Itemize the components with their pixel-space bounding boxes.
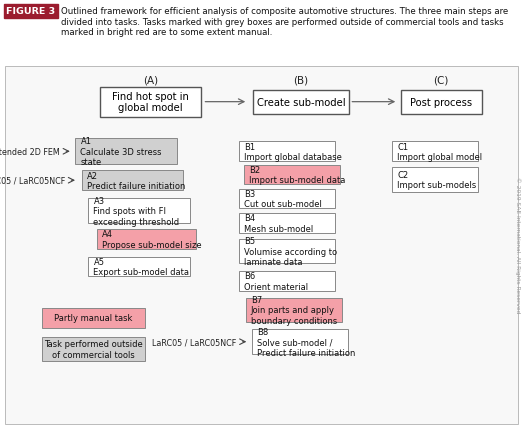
Text: A4
Propose sub-model size: A4 Propose sub-model size bbox=[102, 230, 202, 249]
Text: B8
Solve sub-model /
Predict failure initiation: B8 Solve sub-model / Predict failure ini… bbox=[257, 327, 355, 357]
Text: B6
Orient material: B6 Orient material bbox=[244, 271, 308, 291]
Text: Post process: Post process bbox=[410, 98, 472, 108]
Text: B1
Import global database: B1 Import global database bbox=[244, 142, 342, 162]
Text: Partly manual task: Partly manual task bbox=[54, 313, 133, 322]
FancyBboxPatch shape bbox=[392, 168, 477, 192]
FancyBboxPatch shape bbox=[252, 330, 348, 354]
FancyBboxPatch shape bbox=[239, 142, 335, 162]
Text: B2
Import sub-model data: B2 Import sub-model data bbox=[249, 166, 346, 185]
FancyBboxPatch shape bbox=[82, 171, 183, 190]
FancyBboxPatch shape bbox=[253, 90, 349, 114]
Text: LaRC05 / LaRC05NCF: LaRC05 / LaRC05NCF bbox=[152, 338, 236, 347]
Text: C1
Import global model: C1 Import global model bbox=[397, 142, 482, 162]
FancyBboxPatch shape bbox=[239, 240, 335, 264]
FancyBboxPatch shape bbox=[89, 199, 190, 224]
FancyBboxPatch shape bbox=[246, 298, 341, 322]
Text: B7
Join parts and apply
boundary conditions: B7 Join parts and apply boundary conditi… bbox=[251, 295, 337, 325]
FancyBboxPatch shape bbox=[401, 90, 482, 114]
Text: © 2019 SAE International. All Rights Reserved: © 2019 SAE International. All Rights Res… bbox=[515, 177, 521, 313]
Text: Task performed outside
of commercial tools: Task performed outside of commercial too… bbox=[44, 339, 143, 359]
Text: (C): (C) bbox=[434, 76, 449, 86]
Text: Outlined framework for efficient analysis of composite automotive structures. Th: Outlined framework for efficient analysi… bbox=[61, 7, 508, 37]
FancyBboxPatch shape bbox=[42, 337, 145, 361]
Text: FIGURE 3: FIGURE 3 bbox=[6, 7, 55, 16]
Text: A3
Find spots with FI
exceeding threshold: A3 Find spots with FI exceeding threshol… bbox=[93, 196, 180, 226]
FancyBboxPatch shape bbox=[42, 308, 145, 328]
FancyBboxPatch shape bbox=[244, 165, 340, 185]
Text: Extended 2D FEM: Extended 2D FEM bbox=[0, 147, 60, 157]
Text: B4
Mesh sub-model: B4 Mesh sub-model bbox=[244, 214, 313, 233]
FancyBboxPatch shape bbox=[239, 214, 335, 233]
Text: Find hot spot in
global model: Find hot spot in global model bbox=[112, 92, 189, 113]
Text: B5
Volumise according to
laminate data: B5 Volumise according to laminate data bbox=[244, 237, 337, 267]
Text: A5
Export sub-model data: A5 Export sub-model data bbox=[93, 257, 190, 276]
Text: B3
Cut out sub-model: B3 Cut out sub-model bbox=[244, 189, 322, 209]
FancyBboxPatch shape bbox=[89, 257, 190, 276]
FancyBboxPatch shape bbox=[392, 142, 477, 162]
Text: A1
Calculate 3D stress
state: A1 Calculate 3D stress state bbox=[81, 137, 162, 167]
Text: A2
Predict failure initiation: A2 Predict failure initiation bbox=[87, 171, 185, 190]
FancyBboxPatch shape bbox=[97, 230, 196, 249]
FancyBboxPatch shape bbox=[75, 139, 177, 165]
Text: C2
Import sub-models: C2 Import sub-models bbox=[397, 170, 476, 190]
FancyBboxPatch shape bbox=[100, 88, 201, 117]
FancyBboxPatch shape bbox=[239, 271, 335, 291]
FancyBboxPatch shape bbox=[239, 189, 335, 209]
Text: (B): (B) bbox=[294, 76, 309, 86]
Text: LaRC05 / LaRC05NCF: LaRC05 / LaRC05NCF bbox=[0, 176, 65, 185]
Text: Create sub-model: Create sub-model bbox=[257, 98, 345, 108]
Text: (A): (A) bbox=[143, 76, 158, 86]
